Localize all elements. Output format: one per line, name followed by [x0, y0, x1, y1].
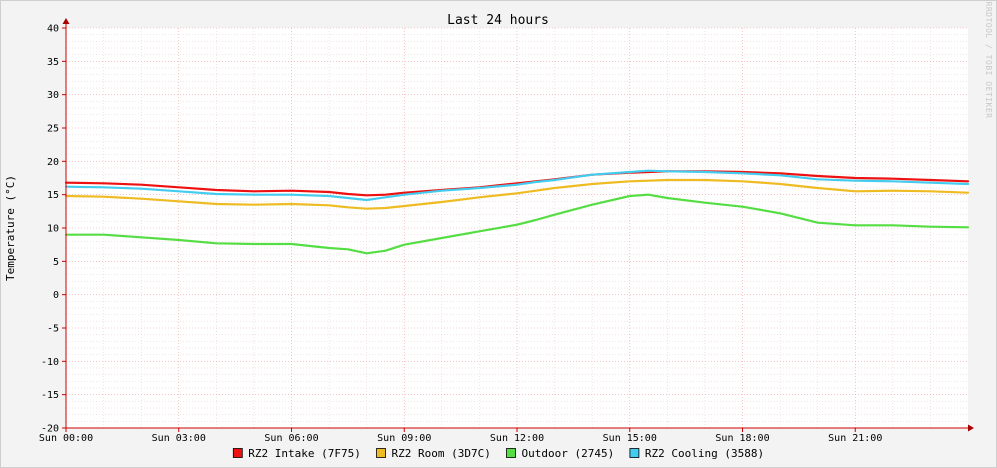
y-tick-label: 40 — [47, 24, 59, 35]
y-tick-label: -5 — [47, 324, 59, 335]
x-tick-labels: Sun 00:00 Sun 03:00 Sun 06:00 Sun 09:00 Sun … — [39, 428, 882, 444]
series-line-1 — [64, 170, 970, 197]
y-tick-label: 35 — [47, 57, 59, 68]
x-tick-label: Sun 21:00 — [828, 433, 882, 444]
y-axis-label: Temperature (°C) — [4, 175, 17, 281]
y-tick-label: 30 — [47, 90, 59, 101]
y-tick-label: -20 — [41, 424, 59, 435]
x-axis-arrow — [968, 424, 974, 432]
y-tick-label: 5 — [53, 257, 59, 268]
x-tick-label: Sun 09:00 — [377, 433, 431, 444]
x-tick-label: Sun 15:00 — [603, 433, 657, 444]
y-tick-label: 20 — [47, 157, 59, 168]
legend-swatch — [232, 448, 243, 458]
y-tick-label: 0 — [53, 290, 59, 301]
chart-title: Last 24 hours — [447, 13, 549, 28]
x-tick-label: Sun 06:00 — [264, 433, 318, 444]
series-line-4 — [64, 169, 970, 202]
axes — [62, 18, 974, 432]
legend-swatch — [629, 448, 640, 458]
series-line-3 — [64, 193, 970, 255]
watermark: RRDTOOL / TOBI OETIKER — [984, 2, 993, 119]
y-axis-arrow — [62, 18, 70, 24]
y-tick-label: 25 — [47, 124, 59, 135]
y-tick-label: -15 — [41, 390, 59, 401]
y-tick-labels: -20 -15 -10 -5 0 5 10 15 20 25 30 35 40 — [41, 24, 66, 435]
legend-label: RZ2 Intake (7F75) — [248, 447, 361, 460]
x-tick-label: Sun 18:00 — [715, 433, 769, 444]
legend: RZ2 Intake (7F75) RZ2 Room (3D7C) Outdoor … — [232, 447, 764, 460]
x-tick-label: Sun 00:00 — [39, 433, 93, 444]
y-tick-label: -10 — [41, 357, 59, 368]
legend-swatch — [376, 448, 386, 458]
series-lines — [64, 169, 970, 255]
legend-label: RZ2 Cooling (3588) — [645, 447, 764, 460]
x-tick-label: Sun 12:00 — [490, 433, 544, 444]
x-tick-label: Sun 03:00 — [152, 433, 206, 444]
series-line-2 — [64, 178, 970, 210]
y-tick-label: 10 — [47, 224, 59, 235]
legend-label: Outdoor (2745) — [522, 447, 615, 460]
legend-label: RZ2 Room (3D7C) — [392, 447, 491, 460]
major-grid — [66, 27, 968, 428]
legend-swatch — [506, 448, 516, 458]
y-tick-label: 15 — [47, 190, 59, 201]
